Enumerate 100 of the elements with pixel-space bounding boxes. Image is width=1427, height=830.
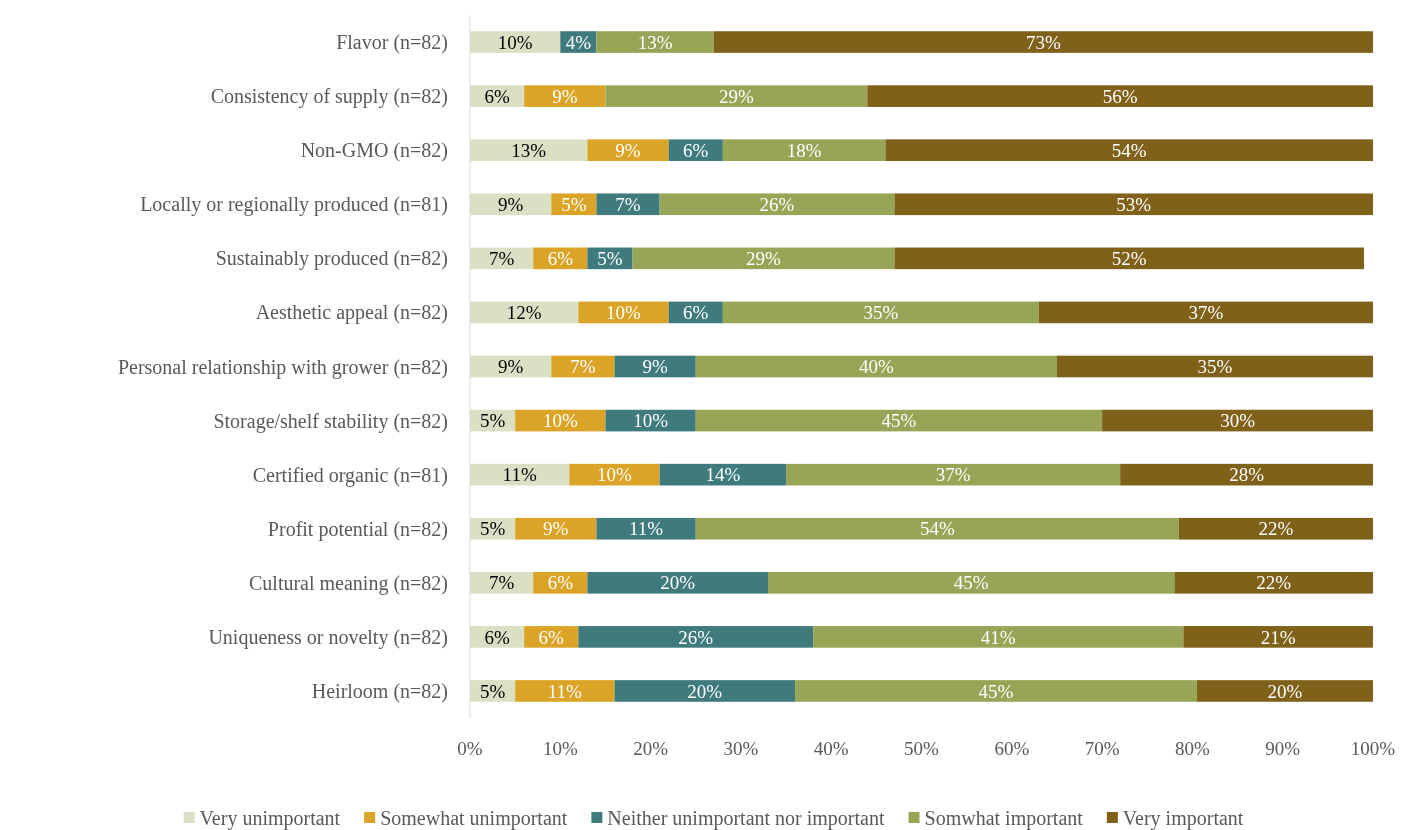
bar bbox=[596, 31, 714, 53]
data-label: 10% bbox=[497, 31, 533, 53]
data-label: 12% bbox=[506, 302, 542, 324]
data-label: 10% bbox=[606, 302, 642, 324]
bar bbox=[1174, 571, 1373, 594]
data-label: 7% bbox=[570, 356, 596, 378]
data-label: 10% bbox=[597, 464, 633, 486]
data-label: 9% bbox=[552, 85, 578, 107]
data-label: 45% bbox=[881, 410, 917, 432]
y-tick-label: Profit potential (n=82) bbox=[267, 517, 448, 541]
data-label: 6% bbox=[538, 626, 565, 648]
bar bbox=[470, 193, 552, 216]
y-tick-label: Non-GMO (n=82) bbox=[300, 139, 448, 163]
y-tick-label: Certified organic (n=81) bbox=[252, 463, 448, 487]
data-label: 22% bbox=[1258, 518, 1294, 540]
x-tick-label: 50% bbox=[904, 737, 940, 759]
bar bbox=[470, 139, 588, 162]
bar bbox=[813, 626, 1184, 648]
y-tick-label: Consistency of supply (n=82) bbox=[210, 85, 448, 109]
x-tick-label: 70% bbox=[1084, 737, 1120, 759]
data-label: 5% bbox=[479, 518, 506, 540]
bar bbox=[587, 139, 669, 162]
data-label: 20% bbox=[1267, 680, 1303, 702]
bar bbox=[596, 517, 696, 540]
y-tick-label: Flavor (n=82) bbox=[336, 31, 448, 55]
bar bbox=[695, 517, 1179, 540]
data-label: 7% bbox=[488, 572, 515, 594]
data-label: 6% bbox=[484, 85, 510, 107]
bar bbox=[524, 85, 606, 107]
legend-label: Very unimportant bbox=[199, 807, 341, 830]
x-tick-label: 100% bbox=[1350, 737, 1396, 759]
bar bbox=[1056, 355, 1373, 378]
data-label: 35% bbox=[1197, 356, 1233, 378]
y-tick-label: Personal relationship with grower (n=82) bbox=[117, 355, 448, 379]
bar bbox=[614, 680, 796, 702]
bar bbox=[795, 680, 1197, 702]
data-label: 4% bbox=[565, 31, 592, 53]
data-label: 11% bbox=[547, 680, 583, 702]
bar bbox=[659, 193, 895, 216]
data-label: 29% bbox=[718, 85, 754, 107]
data-label: 10% bbox=[542, 410, 578, 432]
data-label: 14% bbox=[705, 464, 741, 486]
data-label: 13% bbox=[637, 31, 673, 53]
data-label: 37% bbox=[935, 464, 971, 486]
data-label: 73% bbox=[1025, 31, 1061, 53]
data-label: 7% bbox=[615, 193, 641, 215]
data-label: 11% bbox=[629, 518, 664, 540]
data-label: 54% bbox=[1111, 139, 1147, 161]
bar bbox=[894, 193, 1373, 216]
data-label: 9% bbox=[497, 356, 524, 378]
bar bbox=[1178, 517, 1373, 540]
bar bbox=[515, 517, 597, 540]
data-label: 20% bbox=[687, 680, 723, 702]
bar bbox=[713, 31, 1373, 53]
data-label: 5% bbox=[597, 248, 623, 269]
data-label: 56% bbox=[1102, 85, 1138, 107]
bar bbox=[515, 680, 615, 702]
data-label: 9% bbox=[497, 193, 524, 215]
x-tick-label: 30% bbox=[723, 737, 759, 759]
x-tick-label: 0% bbox=[457, 737, 483, 759]
x-tick-label: 20% bbox=[633, 737, 669, 759]
data-label: 21% bbox=[1260, 626, 1296, 648]
y-tick-label: Cultural meaning (n=82) bbox=[248, 571, 448, 595]
bar bbox=[605, 85, 868, 107]
data-label: 53% bbox=[1116, 193, 1152, 215]
bar bbox=[1120, 463, 1373, 486]
legend-label: Neither unimportant nor important bbox=[607, 807, 885, 830]
data-label: 41% bbox=[980, 626, 1016, 648]
bar bbox=[632, 247, 895, 270]
data-label: 6% bbox=[547, 572, 574, 594]
data-label: 6% bbox=[683, 302, 709, 324]
bar bbox=[578, 626, 814, 648]
data-label: 29% bbox=[746, 248, 782, 269]
legend-label: Somwhat important bbox=[924, 807, 1084, 830]
bar bbox=[722, 139, 886, 162]
data-label: 18% bbox=[786, 139, 822, 161]
legend-label: Very important bbox=[1122, 807, 1244, 830]
y-tick-label: Sustainably produced (n=82) bbox=[215, 247, 448, 271]
bar bbox=[1183, 626, 1373, 648]
bar bbox=[596, 193, 660, 216]
bar bbox=[695, 355, 1057, 378]
data-label: 5% bbox=[479, 680, 506, 702]
y-tick-label: Heirloom (n=82) bbox=[311, 679, 448, 703]
data-label: 9% bbox=[543, 518, 569, 540]
bar bbox=[1196, 680, 1374, 702]
bar bbox=[587, 571, 768, 594]
y-tick-label: Locally or regionally produced (n=81) bbox=[140, 193, 448, 217]
x-tick-label: 60% bbox=[994, 737, 1030, 759]
data-label: 26% bbox=[759, 193, 795, 215]
data-label: 20% bbox=[660, 572, 696, 594]
data-label: 45% bbox=[953, 572, 989, 594]
bar bbox=[767, 571, 1175, 594]
bar bbox=[722, 301, 1039, 324]
data-label: 35% bbox=[863, 302, 899, 324]
bar bbox=[786, 463, 1121, 486]
data-label: 11% bbox=[502, 464, 537, 486]
data-label: 30% bbox=[1220, 410, 1256, 432]
y-tick-label: Storage/shelf stability (n=82) bbox=[213, 409, 448, 433]
data-label: 37% bbox=[1188, 302, 1224, 324]
data-label: 5% bbox=[479, 410, 506, 432]
